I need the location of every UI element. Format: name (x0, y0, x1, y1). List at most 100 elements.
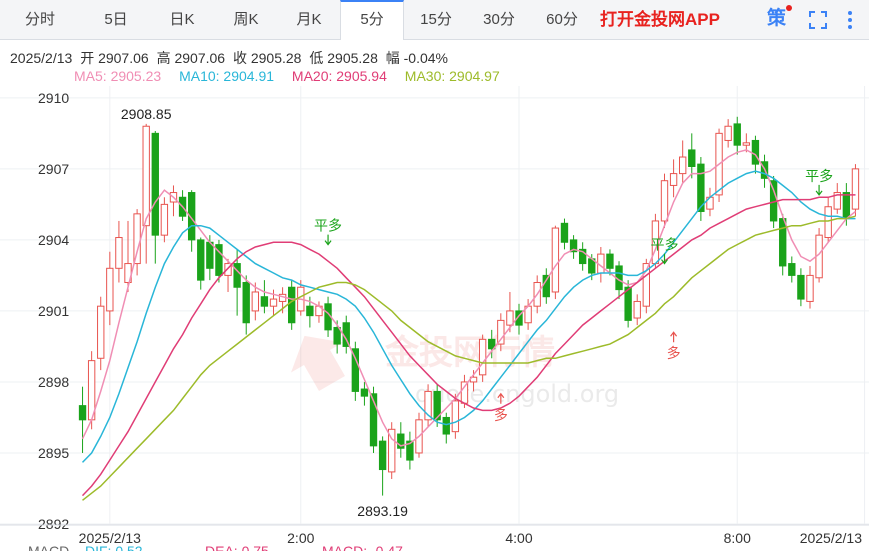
candle (578, 242, 587, 271)
candle (142, 123, 150, 264)
tab-5-min[interactable]: 5分 (340, 0, 404, 40)
candle-body (833, 192, 841, 210)
readout-open: 开 2907.06 (80, 50, 149, 66)
candle (378, 436, 387, 496)
candle (669, 159, 678, 198)
candle-body (460, 381, 469, 404)
candle-body (578, 248, 587, 265)
y-tick-label: 2910 (38, 90, 69, 106)
tab-monthly-k[interactable]: 月K (296, 11, 322, 28)
candles (78, 116, 860, 496)
x-tick-label: 2:00 (287, 530, 314, 546)
candle-body (442, 416, 450, 435)
candle-body (215, 244, 223, 276)
candle-body (606, 253, 614, 269)
candle (697, 157, 705, 221)
candle (369, 386, 378, 453)
candle-body (779, 218, 787, 267)
ma20-readout: MA20: 2905.94 (291, 68, 387, 84)
signal-arrow-down (815, 184, 823, 196)
candle-body (397, 433, 405, 449)
candle-body (106, 267, 114, 312)
candle (797, 268, 805, 307)
tab-intraday[interactable]: 分时 (24, 11, 55, 28)
signal-arrow-down (661, 253, 668, 265)
candle-body (542, 274, 550, 298)
ma10-line (81, 170, 856, 463)
candle (497, 313, 505, 352)
candle-body (497, 319, 505, 345)
strategy-button[interactable]: 策 (767, 8, 787, 29)
readout-change: 幅 -0.04% (385, 50, 448, 66)
candle-body (806, 274, 814, 302)
candle (788, 256, 796, 283)
candle (224, 258, 232, 292)
readout-low: 低 2905.28 (309, 50, 378, 66)
tab-15-min[interactable]: 15分 (420, 11, 452, 28)
candlestick-chart[interactable]: 2892 2895 2898 2901 2904 2907 2910 2025/2/13 2:0… (0, 84, 869, 551)
period-tab-bar: 分时 5日 日K 周K 月K 5分 15分 30分 60分 打开金投网APP 策 (0, 0, 869, 40)
candle-body (206, 241, 214, 269)
candle (569, 235, 578, 259)
signal-label: 平多 (314, 218, 342, 235)
candle-body (679, 156, 687, 175)
candle-body (133, 213, 141, 265)
tab-5-day[interactable]: 5日 (104, 11, 128, 28)
tab-30-min[interactable]: 30分 (483, 11, 515, 28)
tab-daily-k[interactable]: 日K (169, 11, 195, 28)
signal-arrow-up (497, 392, 505, 404)
signal-label: 平多 (651, 237, 679, 254)
candle-body (388, 428, 396, 473)
candle-body (624, 286, 632, 321)
candle-body (451, 400, 460, 433)
candle-body (824, 206, 832, 239)
x-tick-label: 8:00 (724, 530, 751, 546)
candle-body (333, 326, 341, 345)
candle (724, 119, 732, 148)
candle (360, 381, 369, 406)
ma30-readout: MA30: 2904.97 (404, 68, 500, 84)
candle (260, 280, 269, 314)
ma20-line (81, 194, 856, 497)
ma30-line (82, 215, 856, 501)
tab-60-min[interactable]: 60分 (546, 11, 578, 28)
candle (178, 190, 187, 221)
candle (151, 130, 159, 264)
candle (406, 431, 414, 470)
candle (478, 334, 487, 382)
more-menu-icon[interactable] (843, 6, 857, 34)
ma-readout: MA5: 2905.23 MA10: 2904.91 MA20: 2905.94… (74, 68, 514, 84)
candle-body (378, 440, 387, 471)
candle-body (233, 263, 241, 288)
candle-body (360, 388, 369, 397)
candle-body (78, 405, 87, 421)
candle-body (551, 227, 560, 293)
fullscreen-icon[interactable] (808, 10, 828, 30)
x-tick-label: 2025/2/13 (800, 530, 862, 546)
candle-body (788, 263, 796, 276)
candle (560, 218, 569, 250)
macd-readout: MACD DIF: 0.52 DEA: 0.75 MACD: -0.47 (28, 543, 403, 551)
candle (542, 268, 550, 304)
candle-body (569, 239, 578, 253)
watermark-en: quote.cngold.org (415, 380, 619, 408)
candle (451, 393, 460, 439)
signal-label: 多 (667, 345, 681, 362)
tab-weekly-k[interactable]: 周K (233, 11, 259, 28)
candle (624, 280, 632, 328)
trade-signal: 平多 (314, 218, 342, 246)
candle-body (751, 139, 760, 165)
y-tick-label: 2892 (38, 516, 69, 532)
candle (642, 258, 650, 314)
macd-readout-item: MACD (28, 543, 69, 551)
candle-body (224, 263, 232, 276)
candle (187, 190, 196, 252)
readout-date: 2025/2/13 (10, 50, 73, 66)
candle (760, 154, 769, 188)
candle (233, 249, 241, 316)
y-tick-label: 2901 (38, 303, 69, 319)
candle-body (187, 192, 196, 241)
open-app-link[interactable]: 打开金投网APP (600, 10, 720, 29)
candle-body (642, 263, 650, 307)
candle-body (842, 192, 851, 220)
